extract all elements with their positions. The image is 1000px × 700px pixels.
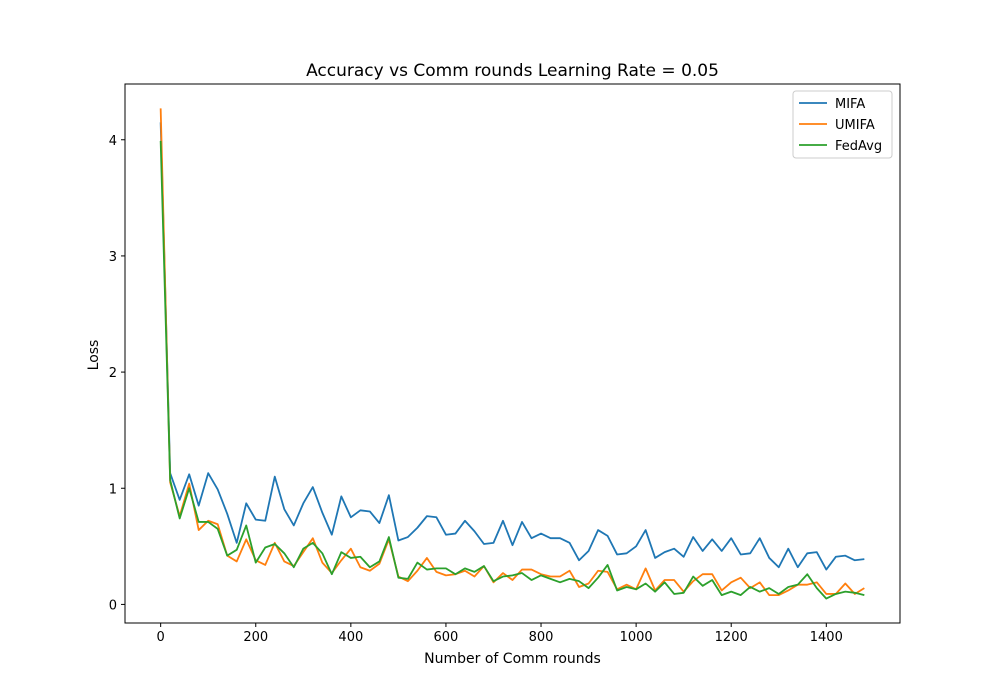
plot-background (125, 84, 900, 623)
legend-label-fedavg: FedAvg (835, 139, 882, 154)
legend-label-umifa: UMIFA (835, 118, 875, 133)
y-tick-label: 3 (109, 250, 117, 265)
plot-area (125, 84, 900, 623)
x-tick-label: 600 (434, 630, 459, 645)
y-tick-label: 1 (109, 482, 117, 497)
y-axis-label: Loss (86, 340, 102, 371)
series-line-fedavg (159, 140, 865, 600)
x-axis-label: Number of Comm rounds (424, 651, 601, 667)
chart-title: Accuracy vs Comm rounds Learning Rate = … (306, 61, 719, 81)
x-tick-label: 0 (157, 630, 165, 645)
x-tick-label: 1200 (715, 630, 748, 645)
y-tick-label: 2 (109, 366, 117, 381)
series-line-umifa (159, 108, 865, 597)
y-tick-label: 4 (109, 134, 117, 149)
x-tick-label: 200 (243, 630, 268, 645)
axes-frame (124, 83, 901, 624)
x-tick-label: 1000 (620, 630, 653, 645)
x-tick-label: 1400 (810, 630, 843, 645)
axes-layer: 0 200 400 600 800 1000 1200 1400 0 1 2 3 4 (109, 83, 901, 645)
legend-box (792, 90, 893, 159)
legend: MIFA UMIFA FedAvg (792, 90, 893, 159)
series-layer (159, 108, 865, 600)
x-tick-label: 800 (529, 630, 554, 645)
legend-label-mifa: MIFA (835, 97, 865, 112)
y-tick-label: 0 (109, 598, 117, 613)
series-line-mifa (159, 122, 865, 571)
x-tick-label: 400 (338, 630, 363, 645)
